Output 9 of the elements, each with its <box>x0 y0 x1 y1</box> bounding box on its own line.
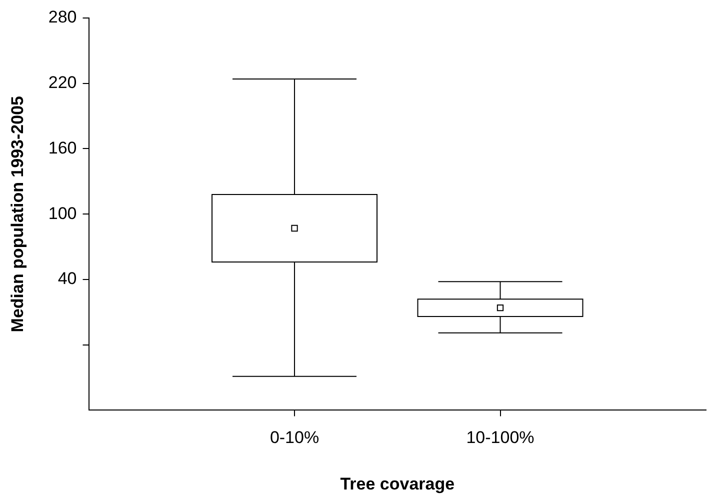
x-tick-label: 10-100% <box>466 428 534 448</box>
y-tick-label: 220 <box>48 73 77 92</box>
y-tick-label: 280 <box>48 8 77 27</box>
x-axis-title: Tree covarage <box>340 474 455 494</box>
y-axis-title: Median population 1993-2005 <box>8 96 27 332</box>
y-tick-label: 160 <box>48 138 77 158</box>
x-tick-label: 0-10% <box>270 428 320 448</box>
y-tick-label: 40 <box>58 269 77 288</box>
y-tick-label: 100 <box>48 204 77 223</box>
